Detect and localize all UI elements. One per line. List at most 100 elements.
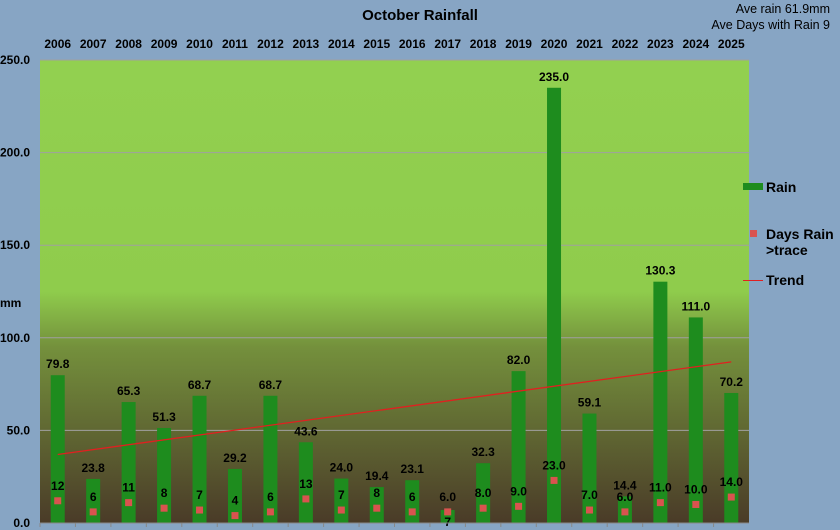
rain-value-label: 19.4 (365, 469, 389, 483)
days-value-label: 14.0 (720, 475, 744, 489)
days-marker (196, 506, 204, 514)
days-marker (266, 508, 274, 516)
rain-bar (653, 281, 668, 523)
days-marker (692, 500, 700, 508)
rain-bar (157, 427, 172, 523)
days-marker (550, 476, 558, 484)
x-tick-label: 2018 (470, 37, 497, 51)
days-marker (727, 493, 735, 501)
rain-value-label: 29.2 (223, 451, 247, 465)
days-value-label: 7.0 (581, 488, 598, 502)
y-tick-label: 100.0 (0, 331, 30, 345)
x-tick-label: 2023 (647, 37, 674, 51)
rain-value-label: 65.3 (117, 384, 141, 398)
legend-rain-swatch (743, 183, 763, 190)
rain-bar (582, 413, 597, 523)
days-value-label: 8 (161, 486, 168, 500)
rain-value-label: 79.8 (46, 357, 70, 371)
rain-bar (511, 371, 526, 523)
days-value-label: 6 (90, 490, 97, 504)
rain-value-label: 43.6 (294, 424, 318, 438)
rain-value-label: 59.1 (578, 396, 602, 410)
legend-trend-swatch (743, 280, 763, 281)
legend-trend-label: Trend (766, 272, 805, 288)
y-tick-label: 150.0 (0, 238, 30, 252)
x-tick-label: 2024 (682, 37, 709, 51)
rain-bar (50, 375, 65, 523)
legend-days-swatch (750, 230, 757, 237)
rain-bar (688, 317, 703, 523)
days-marker (656, 499, 664, 507)
y-tick-label: 50.0 (7, 423, 31, 437)
x-tick-label: 2012 (257, 37, 284, 51)
rain-value-label: 130.3 (645, 264, 675, 278)
x-tick-label: 2015 (363, 37, 390, 51)
rain-bar (724, 392, 739, 523)
days-marker (302, 495, 310, 503)
rain-bar (192, 395, 207, 523)
days-marker (125, 499, 133, 507)
days-marker (54, 497, 62, 505)
days-value-label: 8.0 (475, 486, 492, 500)
rain-bar (298, 442, 313, 523)
days-marker (373, 504, 381, 512)
x-tick-label: 2021 (576, 37, 603, 51)
rain-value-label: 82.0 (507, 353, 531, 367)
rain-bar (121, 402, 136, 523)
x-tick-label: 2025 (718, 37, 745, 51)
days-marker (585, 506, 593, 514)
days-value-label: 13 (299, 477, 313, 491)
rain-value-label: 24.0 (330, 461, 354, 475)
y-axis-label: mm (0, 296, 22, 310)
x-tick-label: 2011 (222, 37, 248, 51)
x-tick-label: 2013 (293, 37, 320, 51)
rain-value-label: 7 (444, 515, 451, 529)
x-tick-label: 2016 (399, 37, 426, 51)
x-tick-label: 2010 (186, 37, 213, 51)
rain-value-label: 23.8 (81, 461, 105, 475)
days-value-label: 8 (373, 486, 380, 500)
x-tick-label: 2022 (612, 37, 639, 51)
days-value-label: 23.0 (542, 458, 566, 472)
days-value-label: 10.0 (684, 482, 708, 496)
x-tick-label: 2014 (328, 37, 355, 51)
days-marker (337, 506, 345, 514)
days-value-label: 6 (267, 490, 274, 504)
days-marker (89, 508, 97, 516)
days-value-label: 11.0 (649, 481, 672, 495)
days-marker (408, 508, 416, 516)
days-value-label: 6 (409, 490, 416, 504)
average-days-annotation: Ave Days with Rain 9 (711, 18, 830, 32)
days-value-label: 9.0 (510, 484, 527, 498)
days-marker (621, 508, 629, 516)
y-tick-label: 250.0 (0, 53, 30, 67)
x-tick-label: 2017 (434, 37, 461, 51)
days-marker (160, 504, 168, 512)
rain-value-label: 70.2 (720, 375, 744, 389)
days-value-label: 6.0 (439, 490, 456, 504)
rain-bar (547, 87, 562, 523)
rain-value-label: 32.3 (471, 445, 495, 459)
days-marker (444, 508, 452, 516)
days-marker (515, 502, 523, 510)
rain-value-label: 111.0 (681, 299, 710, 313)
x-tick-label: 2007 (80, 37, 107, 51)
y-tick-label: 0.0 (13, 516, 30, 530)
days-value-label: 7 (338, 488, 345, 502)
days-value-label: 11 (122, 481, 135, 495)
y-tick-label: 200.0 (0, 146, 30, 160)
days-value-label: 7 (196, 488, 203, 502)
x-tick-label: 2009 (151, 37, 178, 51)
rain-bar (227, 468, 242, 523)
rain-value-label: 14.4 (613, 478, 637, 492)
days-value-label: 6.0 (617, 490, 634, 504)
chart-title: October Rainfall (362, 7, 478, 24)
days-marker (479, 504, 487, 512)
x-tick-label: 2008 (115, 37, 142, 51)
days-value-label: 4 (232, 494, 239, 508)
rain-bar (263, 395, 278, 523)
x-tick-label: 2020 (541, 37, 568, 51)
rain-value-label: 68.7 (259, 378, 283, 392)
rain-value-label: 68.7 (188, 378, 212, 392)
